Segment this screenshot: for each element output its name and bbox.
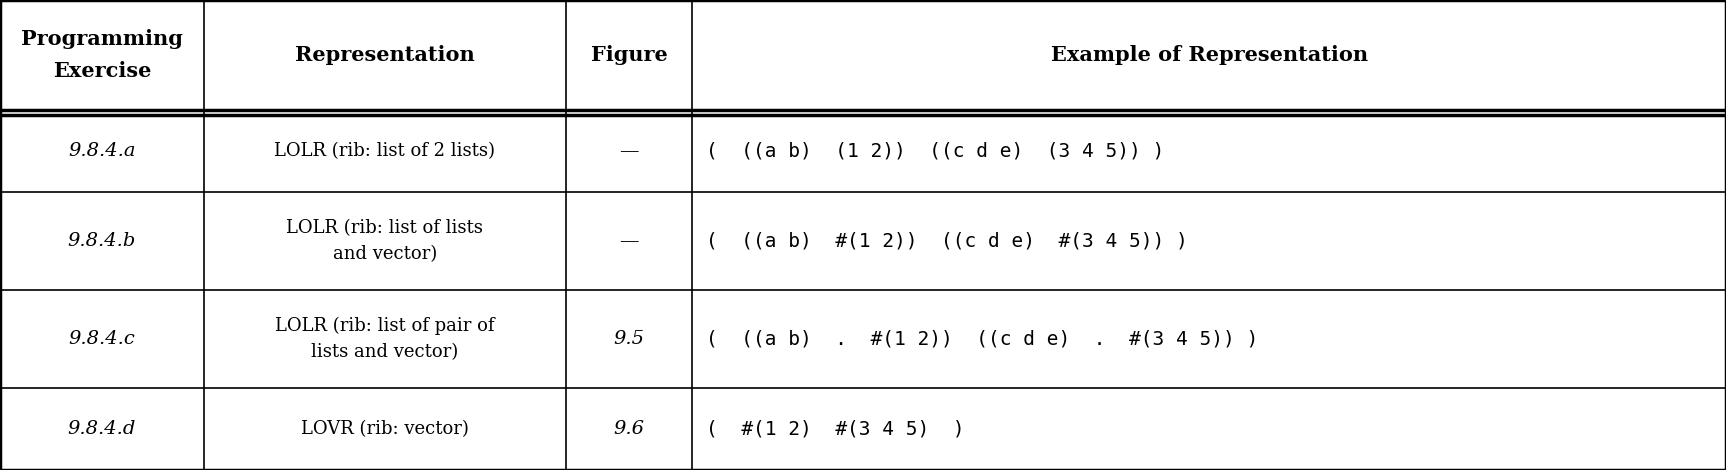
Text: 9.5: 9.5 (614, 330, 644, 348)
Text: Figure: Figure (590, 45, 668, 65)
Text: LOVR (rib: vector): LOVR (rib: vector) (300, 420, 469, 438)
Text: (  ((a b)  (1 2))  ((c d e)  (3 4 5)) ): ( ((a b) (1 2)) ((c d e) (3 4 5)) ) (706, 141, 1163, 160)
Text: 9.8.4.c: 9.8.4.c (69, 330, 135, 348)
Text: LOLR (rib: list of lists
and vector): LOLR (rib: list of lists and vector) (287, 219, 483, 263)
Text: 9.8.4.b: 9.8.4.b (67, 232, 136, 250)
Text: (  #(1 2)  #(3 4 5)  ): ( #(1 2) #(3 4 5) ) (706, 420, 965, 439)
Text: LOLR (rib: list of pair of
lists and vector): LOLR (rib: list of pair of lists and vec… (274, 317, 495, 361)
Text: —: — (620, 142, 639, 160)
Text: Programming
Exercise: Programming Exercise (21, 29, 183, 81)
Text: Representation: Representation (295, 45, 475, 65)
Text: (  ((a b)  .  #(1 2))  ((c d e)  .  #(3 4 5)) ): ( ((a b) . #(1 2)) ((c d e) . #(3 4 5)) … (706, 329, 1258, 349)
Text: 9.6: 9.6 (614, 420, 644, 438)
Text: 9.8.4.d: 9.8.4.d (67, 420, 136, 438)
Text: (  ((a b)  #(1 2))  ((c d e)  #(3 4 5)) ): ( ((a b) #(1 2)) ((c d e) #(3 4 5)) ) (706, 231, 1187, 251)
Text: 9.8.4.a: 9.8.4.a (67, 142, 136, 160)
Text: —: — (620, 232, 639, 250)
Text: LOLR (rib: list of 2 lists): LOLR (rib: list of 2 lists) (274, 142, 495, 160)
Text: Example of Representation: Example of Representation (1051, 45, 1367, 65)
